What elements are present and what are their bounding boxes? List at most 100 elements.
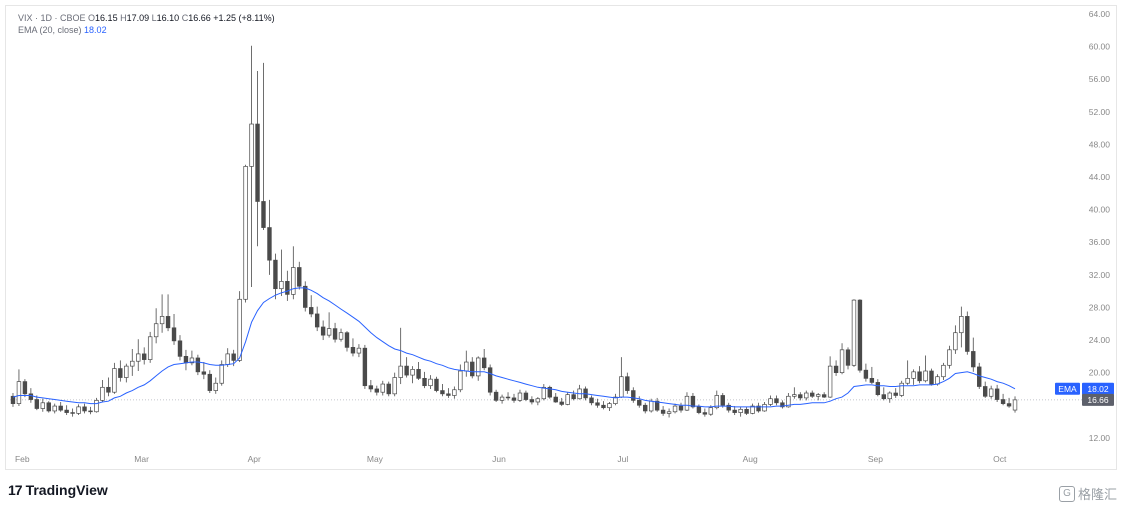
candle-body[interactable] [953,332,958,351]
candle-body[interactable] [774,398,779,404]
candle-body[interactable] [637,400,642,406]
candle-body[interactable] [857,299,863,371]
candle-body[interactable] [511,397,517,401]
candle-body[interactable] [267,227,272,261]
candle-body[interactable] [619,376,624,398]
candle-body[interactable] [22,381,28,395]
candle-body[interactable] [386,383,391,395]
candle-body[interactable] [303,285,308,308]
candle-body[interactable] [959,316,964,334]
candle-body[interactable] [917,371,922,382]
candle-body[interactable] [654,400,660,411]
candle-body[interactable] [28,393,34,400]
candle-body[interactable] [231,353,236,361]
candle-body[interactable] [833,365,839,373]
candle-body[interactable] [279,281,284,290]
candle-body[interactable] [124,365,129,378]
candle-body[interactable] [714,395,719,409]
candle-body[interactable] [356,347,362,354]
candle-body[interactable] [744,408,749,414]
candle-body[interactable] [249,123,254,167]
candle-body[interactable] [112,368,117,393]
candle-body[interactable] [631,390,636,401]
candle-body[interactable] [804,392,809,399]
candle-body[interactable] [601,404,606,409]
candlestick-chart[interactable]: 12.00 20.00 24.00 28.00 32.00 36.00 40.00 44.00… [6,6,1116,469]
candle-body[interactable] [982,386,988,397]
candle-body[interactable] [332,328,338,340]
candle-body[interactable] [201,371,207,375]
candle-body[interactable] [499,396,505,401]
candle-body[interactable] [40,402,46,409]
candle-body[interactable] [106,386,111,393]
candle-body[interactable] [756,405,761,412]
candle-body[interactable] [762,404,767,412]
candle-body[interactable] [309,307,314,315]
candle-body[interactable] [237,298,242,361]
candle-body[interactable] [10,395,16,404]
candle-body[interactable] [314,313,320,328]
candle-body[interactable] [243,166,248,300]
candle-body[interactable] [374,388,380,393]
candle-body[interactable] [553,396,558,403]
candle-body[interactable] [452,389,457,396]
candle-body[interactable] [464,361,469,372]
candle-body[interactable] [863,369,869,379]
candle-body[interactable] [416,369,421,379]
candle-body[interactable] [660,409,666,414]
candle-body[interactable] [446,393,451,396]
candle-body[interactable] [839,349,845,373]
candle-body[interactable] [869,377,875,383]
candle-body[interactable] [404,365,409,376]
candle-body[interactable] [410,369,415,376]
candle-body[interactable] [935,376,940,385]
candle-body[interactable] [971,351,976,368]
candle-body[interactable] [1012,399,1018,411]
candle-body[interactable] [881,394,886,400]
candle-body[interactable] [678,405,684,411]
candle-body[interactable] [643,404,648,412]
candle-body[interactable] [810,392,815,397]
candle-body[interactable] [326,328,332,336]
tradingview-logo[interactable]: 17 TradingView [8,482,108,498]
candle-body[interactable] [875,382,881,395]
candle-body[interactable] [136,353,141,362]
candle-body[interactable] [159,316,165,325]
candle-body[interactable] [320,326,326,336]
candle-body[interactable] [100,386,105,401]
candle-body[interactable] [648,400,654,412]
candle-body[interactable] [422,377,427,387]
candle-body[interactable] [88,410,93,413]
candle-body[interactable] [780,402,785,408]
candle-body[interactable] [219,364,224,384]
candle-body[interactable] [261,201,266,228]
candle-body[interactable] [517,392,523,401]
candle-body[interactable] [965,316,970,352]
candle-body[interactable] [941,364,946,378]
candle-body[interactable] [285,281,290,295]
candle-body[interactable] [64,409,69,413]
candle-body[interactable] [666,411,672,414]
candle-body[interactable] [750,405,755,414]
candle-body[interactable] [672,405,678,413]
candle-body[interactable] [213,382,218,391]
candle-body[interactable] [297,267,302,287]
candle-body[interactable] [273,259,278,290]
candle-body[interactable] [70,412,75,414]
candle-body[interactable] [696,406,702,413]
candle-body[interactable] [1000,399,1006,404]
candle-body[interactable] [82,406,87,412]
candle-body[interactable] [887,392,892,400]
candle-body[interactable] [529,399,535,403]
candle-body[interactable] [505,396,511,399]
candle-body[interactable] [720,395,725,406]
candle-body[interactable] [726,404,731,411]
candle-body[interactable] [786,395,791,408]
candle-body[interactable] [899,382,904,396]
candle-body[interactable] [16,381,22,404]
candle-body[interactable] [625,376,630,391]
candle-body[interactable] [821,394,827,398]
candle-body[interactable] [476,357,481,377]
candle-body[interactable] [189,357,195,364]
candle-body[interactable] [165,316,171,329]
